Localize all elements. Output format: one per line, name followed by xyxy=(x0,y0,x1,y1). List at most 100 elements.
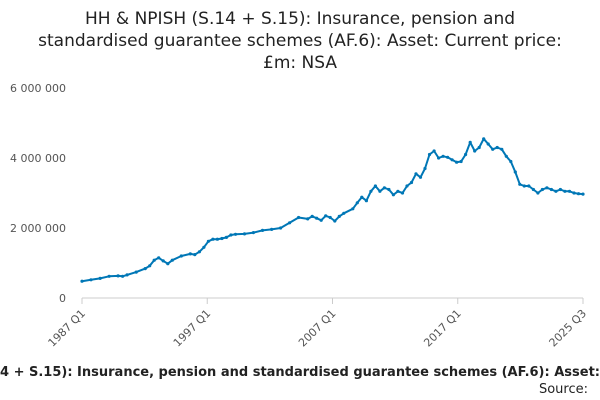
data-point xyxy=(513,170,517,174)
data-point xyxy=(215,237,219,241)
data-point xyxy=(310,214,314,218)
x-tick-label: 2007 Q1 xyxy=(296,307,339,350)
data-point xyxy=(423,166,427,171)
y-tick-label: 6 000 000 xyxy=(10,82,66,95)
data-point xyxy=(495,145,499,150)
data-point xyxy=(409,180,414,185)
data-point xyxy=(459,159,463,164)
data-point xyxy=(351,207,355,211)
data-point xyxy=(473,149,477,153)
data-point xyxy=(188,252,192,256)
data-point xyxy=(518,182,522,186)
data-point xyxy=(477,145,481,150)
data-point xyxy=(427,152,432,157)
data-point xyxy=(161,259,165,263)
data-point xyxy=(220,236,224,241)
data-point xyxy=(414,172,418,176)
data-point xyxy=(360,195,364,199)
data-point xyxy=(107,274,111,278)
x-tick-label: 2017 Q1 xyxy=(421,307,464,350)
data-point xyxy=(373,184,377,188)
data-point xyxy=(143,267,147,271)
data-point xyxy=(98,276,102,280)
data-point xyxy=(279,226,283,230)
data-point xyxy=(242,232,247,236)
chart-title: HH & NPISH (S.14 + S.15): Insurance, pen… xyxy=(38,9,562,73)
data-point xyxy=(504,154,508,158)
data-point xyxy=(527,184,531,188)
data-point xyxy=(482,137,486,141)
x-axis: 1987 Q1 1997 Q1 2007 Q1 2017 Q1 2025 Q3 xyxy=(46,297,590,350)
data-point xyxy=(116,274,120,278)
series-line xyxy=(81,137,584,283)
data-point xyxy=(224,235,228,239)
data-point xyxy=(554,189,558,193)
data-point xyxy=(549,187,554,192)
data-point xyxy=(157,256,161,260)
data-point xyxy=(148,264,152,268)
data-point xyxy=(80,279,84,283)
data-point xyxy=(540,187,545,192)
plot-area xyxy=(80,137,585,283)
x-tick-label: 1997 Q1 xyxy=(171,307,214,350)
data-point xyxy=(558,187,563,192)
data-point xyxy=(441,154,445,158)
data-point xyxy=(396,189,400,193)
data-point xyxy=(500,147,504,151)
data-point xyxy=(337,214,341,218)
data-point xyxy=(572,191,576,195)
data-point xyxy=(450,158,454,162)
data-point xyxy=(531,187,536,192)
data-point xyxy=(233,232,238,236)
data-point xyxy=(89,278,93,282)
data-point xyxy=(382,186,386,190)
x-tick-label: 2025 Q3 xyxy=(547,307,590,350)
data-point xyxy=(355,201,359,205)
data-point xyxy=(251,231,256,235)
data-point xyxy=(134,270,138,274)
data-point xyxy=(491,147,495,151)
data-point xyxy=(486,142,490,146)
data-point xyxy=(432,149,436,153)
legend-series-label: 4 + S.15): Insurance, pension and standa… xyxy=(0,365,600,380)
data-point xyxy=(324,214,328,218)
data-point xyxy=(446,155,450,159)
data-point xyxy=(306,217,310,221)
data-point xyxy=(288,221,292,225)
line-chart: 0 2 000 000 4 000 000 6 000 000 1987 Q1 1997… xyxy=(10,82,590,350)
data-point xyxy=(400,191,405,195)
data-point xyxy=(522,184,526,188)
data-point xyxy=(179,254,183,258)
y-tick-label: 2 000 000 xyxy=(10,222,66,235)
data-point xyxy=(387,187,391,192)
data-point xyxy=(563,189,567,193)
y-tick-label: 4 000 000 xyxy=(10,152,66,165)
data-point xyxy=(333,219,337,223)
data-point xyxy=(364,199,368,203)
data-point xyxy=(121,274,125,278)
data-point xyxy=(545,186,549,190)
data-point xyxy=(536,191,540,195)
data-point xyxy=(328,215,332,220)
data-point xyxy=(319,218,323,222)
data-point xyxy=(581,192,585,196)
x-tick-label: 1987 Q1 xyxy=(46,307,89,350)
data-point xyxy=(378,189,382,193)
y-tick-label: 0 xyxy=(59,292,66,305)
data-point xyxy=(260,228,265,232)
data-point xyxy=(468,140,472,144)
data-point xyxy=(576,192,581,196)
data-point xyxy=(197,250,201,254)
data-point xyxy=(229,233,233,237)
data-point xyxy=(567,189,572,193)
data-point xyxy=(391,193,395,197)
data-point xyxy=(206,239,210,243)
data-point xyxy=(369,189,373,193)
source-label: Source: xyxy=(538,382,588,397)
y-axis: 0 2 000 000 4 000 000 6 000 000 xyxy=(10,82,66,305)
data-point xyxy=(405,184,409,188)
data-point xyxy=(315,216,319,220)
data-point xyxy=(455,160,459,164)
data-point xyxy=(437,156,441,160)
data-point xyxy=(193,253,197,257)
